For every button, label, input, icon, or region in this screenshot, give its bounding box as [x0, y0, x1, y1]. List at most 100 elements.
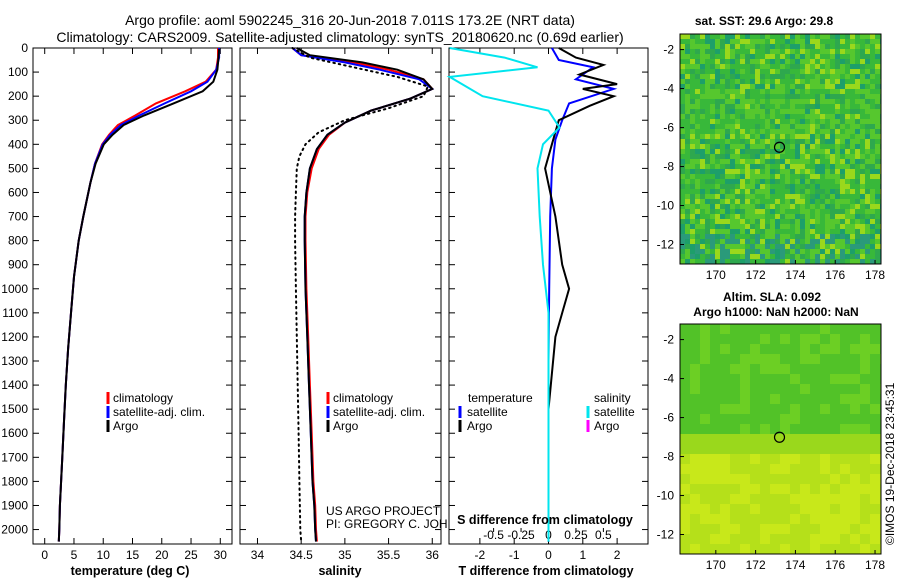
sla-cell — [720, 454, 730, 464]
sst-cell — [780, 189, 785, 194]
sla-cell — [740, 494, 750, 504]
sst-cell — [720, 174, 725, 179]
sst-cell — [840, 229, 845, 234]
salinity-panel: 34 34.5 35 35.5 36 salinity climatology sate… — [239, 47, 482, 578]
sst-cell — [785, 34, 790, 39]
sst-cell — [720, 199, 725, 204]
sst-cell — [860, 64, 865, 69]
sst-cell — [755, 174, 760, 179]
sst-cell — [865, 219, 870, 224]
sst-cell — [765, 129, 770, 134]
sla-cell — [700, 444, 710, 454]
sst-cell — [725, 64, 730, 69]
sst-cell — [820, 114, 825, 119]
sla-cell — [720, 504, 730, 514]
sst-lat-tick-label: -2 — [663, 43, 674, 57]
credit-project: US ARGO PROJECT — [326, 504, 441, 518]
sst-cell — [730, 39, 735, 44]
sst-cell — [695, 79, 700, 84]
sst-cell — [840, 214, 845, 219]
sla-cell — [740, 454, 750, 464]
sst-cell — [750, 134, 755, 139]
sla-cell — [700, 464, 710, 474]
sst-cell — [870, 244, 875, 249]
diff-legend-s-satellite-label: satellite — [594, 405, 635, 419]
sst-cell — [735, 164, 740, 169]
sla-cell — [840, 464, 850, 474]
sst-cell — [850, 59, 855, 64]
sla-cell — [810, 404, 820, 414]
sst-cell — [680, 59, 685, 64]
sst-cell — [870, 114, 875, 119]
sst-cell — [825, 84, 830, 89]
sst-cell — [815, 159, 820, 164]
sst-cell — [850, 214, 855, 219]
sst-cell — [765, 149, 770, 154]
sst-cell — [870, 164, 875, 169]
sla-cell — [800, 414, 810, 424]
salinity-legend: climatology satellite-adj. clim. Argo — [326, 391, 425, 433]
sst-cell — [835, 114, 840, 119]
sla-cell — [720, 414, 730, 424]
sst-cell — [795, 174, 800, 179]
sst-cell — [835, 239, 840, 244]
sst-cell — [820, 34, 825, 39]
sla-cell — [690, 454, 700, 464]
sst-cell — [875, 259, 880, 264]
sst-cell — [745, 59, 750, 64]
sst-cell — [860, 164, 865, 169]
sst-cell — [715, 209, 720, 214]
sst-cell — [730, 109, 735, 114]
sst-cell — [745, 164, 750, 169]
sla-cell — [690, 364, 700, 374]
sst-cell — [860, 214, 865, 219]
sst-cell — [825, 209, 830, 214]
sst-cell — [875, 134, 880, 139]
sst-cell — [800, 114, 805, 119]
sst-cell — [685, 159, 690, 164]
sst-cell — [690, 114, 695, 119]
s-diff-tick-label: 0.25 — [564, 528, 588, 542]
sla-cell — [850, 344, 860, 354]
sst-cell — [835, 79, 840, 84]
sst-cell — [810, 154, 815, 159]
sst-cell — [785, 59, 790, 64]
sst-cell — [735, 59, 740, 64]
sst-cell — [860, 134, 865, 139]
sst-cell — [820, 64, 825, 69]
sst-cell — [870, 99, 875, 104]
sst-cell — [810, 79, 815, 84]
sst-argo-location-marker — [773, 141, 786, 153]
sla-cell — [680, 534, 690, 544]
sla-cell — [790, 424, 800, 434]
sst-cell — [810, 224, 815, 229]
sst-cell — [810, 259, 815, 264]
sst-cell — [695, 49, 700, 54]
sst-cell — [845, 189, 850, 194]
sst-cell — [690, 124, 695, 129]
sst-cell — [870, 69, 875, 74]
sst-cell — [735, 239, 740, 244]
sla-cell — [780, 374, 790, 384]
sst-cell — [740, 64, 745, 69]
sst-cell — [825, 49, 830, 54]
sst-cell — [815, 79, 820, 84]
sst-cell — [785, 39, 790, 44]
sst-cell — [815, 104, 820, 109]
sst-cell — [715, 89, 720, 94]
sla-cell — [840, 344, 850, 354]
sla-cell — [770, 394, 780, 404]
sst-cell — [820, 184, 825, 189]
sla-cell — [820, 524, 830, 534]
sst-cell — [845, 99, 850, 104]
sst-cell — [760, 64, 765, 69]
sla-cell — [770, 474, 780, 484]
sla-cell — [810, 334, 820, 344]
sst-cell — [850, 189, 855, 194]
sst-cell — [865, 59, 870, 64]
sst-cell — [715, 184, 720, 189]
sst-cell — [810, 199, 815, 204]
sst-cell — [790, 139, 795, 144]
sst-cell — [840, 74, 845, 79]
sst-cell — [830, 64, 835, 69]
